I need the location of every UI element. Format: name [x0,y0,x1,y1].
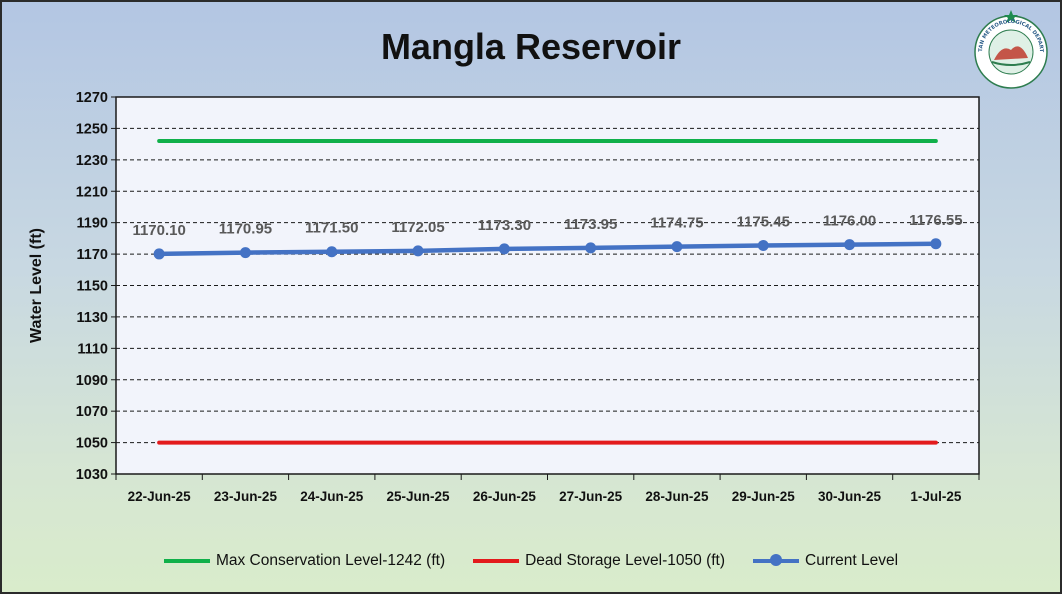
data-point [412,245,424,257]
legend-marker-current [770,554,783,566]
legend-swatch-dead [473,559,520,563]
data-label: 1175.45 [737,214,790,231]
legend-item-max: Max Conservation Level-1242 (ft) [163,552,446,570]
y-tick-label: 1170 [77,247,108,263]
y-tick-label: 1210 [76,184,108,200]
data-label: 1176.00 [823,213,876,230]
legend-label-dead: Dead Storage Level-1050 (ft) [525,552,726,569]
data-label: 1170.10 [132,222,185,239]
y-tick-label: 1050 [76,436,108,452]
data-label: 1171.50 [305,220,358,237]
data-point [585,242,597,254]
x-tick-label: 26-Jun-25 [473,489,537,504]
series-line-current-level [156,241,939,257]
data-point [844,239,856,251]
x-tick-label: 23-Jun-25 [214,489,278,504]
pmd-seal-icon: PAKISTAN METEOROLOGICAL DEPARTMENT [968,6,1048,89]
y-tick-label: 1110 [77,341,108,357]
x-tick-label: 22-Jun-25 [128,489,192,504]
data-point [326,246,338,258]
data-label: 1173.30 [478,217,531,234]
x-tick-label: 25-Jun-25 [387,489,451,504]
chart-legend: Max Conservation Level-1242 (ft) Dead St… [0,552,1062,570]
x-tick-label: 1-Jul-25 [910,489,962,504]
y-tick-label: 1070 [76,404,108,420]
y-tick-label: 1130 [77,310,108,326]
data-point [239,247,251,259]
y-tick-label: 1090 [76,373,108,389]
legend-swatch-current [753,554,800,566]
data-label: 1174.75 [650,215,703,232]
y-tick-label: 1150 [77,279,108,295]
x-tick-label: 28-Jun-25 [645,489,709,504]
data-label: 1172.05 [391,219,444,236]
x-tick-label: 24-Jun-25 [300,489,364,504]
legend-item-current: Current Level [753,552,898,570]
x-tick-label: 29-Jun-25 [732,489,796,504]
data-point [757,240,769,252]
data-point [930,238,942,250]
data-label: 1176.55 [909,212,962,229]
data-point [498,243,510,255]
y-tick-label: 1270 [76,90,108,106]
legend-label-current: Current Level [805,552,899,569]
x-tick-label: 30-Jun-25 [818,489,882,504]
y-tick-label: 1030 [76,467,108,483]
y-tick-label: 1250 [76,121,108,137]
data-point [153,248,165,260]
y-axis-label: Water Level (ft) [28,228,45,343]
y-tick-label: 1230 [76,153,108,169]
y-tick-label: 1190 [77,216,108,232]
chart-title: Mangla Reservoir [380,26,682,67]
legend-label-max: Max Conservation Level-1242 (ft) [215,552,446,569]
data-label: 1170.95 [219,221,272,238]
data-point [671,241,683,253]
legend-swatch-max [163,559,210,563]
x-tick-label: 27-Jun-25 [559,489,623,504]
legend-item-dead: Dead Storage Level-1050 (ft) [473,552,725,570]
data-label: 1173.95 [564,216,617,233]
